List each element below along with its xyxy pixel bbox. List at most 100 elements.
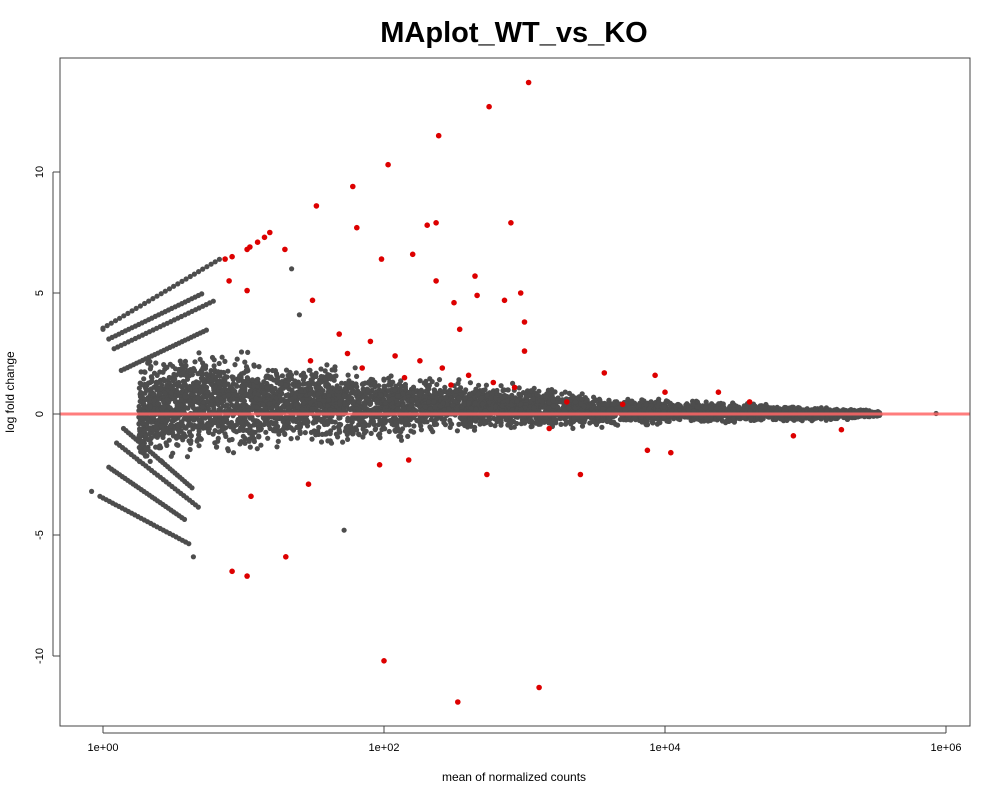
data-point [324, 362, 330, 368]
data-point [345, 372, 351, 378]
data-point [274, 403, 280, 409]
data-point [160, 369, 166, 375]
data-point [209, 354, 216, 361]
data-point [233, 382, 239, 388]
data-point [341, 393, 347, 399]
data-point [488, 421, 494, 428]
data-point [337, 423, 343, 429]
data-point [243, 364, 250, 370]
data-point [360, 434, 366, 440]
data-point [148, 386, 154, 392]
data-point [234, 356, 240, 362]
data-point [306, 382, 312, 388]
data-point [502, 392, 508, 399]
data-point [232, 362, 238, 368]
data-point [284, 400, 290, 406]
data-point [300, 376, 307, 382]
data-point [208, 402, 214, 408]
data-point [188, 433, 194, 439]
data-point [736, 406, 742, 412]
data-point [253, 379, 259, 385]
data-point [268, 374, 274, 380]
data-point [354, 373, 360, 379]
data-point [363, 428, 369, 434]
data-point [318, 366, 324, 372]
data-point [172, 366, 179, 372]
data-point [723, 420, 729, 426]
data-point [454, 407, 460, 413]
data-point [187, 386, 193, 392]
data-point [457, 387, 463, 393]
data-point [244, 375, 250, 381]
data-point [354, 427, 360, 433]
data-point [210, 431, 216, 437]
data-point [280, 404, 286, 410]
data-point [417, 378, 423, 384]
data-point [171, 371, 177, 377]
data-point [181, 381, 187, 387]
data-point [205, 389, 211, 395]
data-point [288, 436, 294, 442]
points-layer [89, 256, 939, 560]
data-point [434, 381, 440, 388]
data-point [418, 423, 424, 429]
data-point [555, 404, 561, 410]
data-point [704, 416, 710, 422]
data-point [347, 406, 353, 412]
data-point [555, 395, 561, 401]
data-point [242, 359, 248, 365]
data-point [188, 422, 194, 428]
data-point [372, 427, 378, 433]
data-point [266, 422, 272, 428]
data-point [216, 372, 222, 378]
data-point [222, 382, 228, 388]
data-point [234, 422, 240, 428]
data-point [370, 407, 377, 413]
data-point [362, 404, 368, 410]
data-point [279, 386, 285, 392]
data-point [302, 430, 308, 436]
data-point [579, 391, 585, 397]
data-point [518, 401, 524, 408]
data-point [418, 427, 424, 433]
data-point [234, 397, 240, 403]
data-point [419, 416, 425, 422]
data-point [188, 440, 194, 446]
data-point [274, 444, 280, 450]
data-point [149, 375, 155, 381]
data-point [249, 377, 255, 383]
data-point [325, 438, 331, 444]
data-point [167, 423, 174, 429]
data-point [354, 384, 360, 390]
data-point [283, 414, 289, 420]
data-point [251, 436, 257, 442]
data-point [211, 363, 217, 369]
data-point [204, 372, 211, 378]
data-point [294, 435, 301, 441]
data-point [230, 450, 237, 456]
data-point [139, 381, 145, 388]
data-point [163, 440, 169, 446]
data-point [215, 423, 221, 429]
data-point [208, 394, 214, 400]
data-point [356, 431, 362, 437]
data-point [732, 402, 738, 408]
data-point [516, 391, 522, 397]
data-point [237, 406, 243, 412]
data-point [188, 368, 194, 374]
data-point [251, 362, 257, 368]
data-point [180, 408, 187, 414]
data-point [350, 400, 356, 406]
data-point [335, 434, 341, 440]
data-point [378, 392, 384, 398]
data-point [436, 377, 443, 383]
data-point [316, 385, 322, 391]
data-point [187, 446, 193, 453]
data-point [312, 418, 318, 424]
data-point [316, 424, 322, 431]
data-point [276, 431, 282, 437]
data-point [322, 368, 328, 374]
data-point [229, 392, 236, 398]
data-point [454, 428, 460, 434]
data-point [221, 394, 227, 400]
